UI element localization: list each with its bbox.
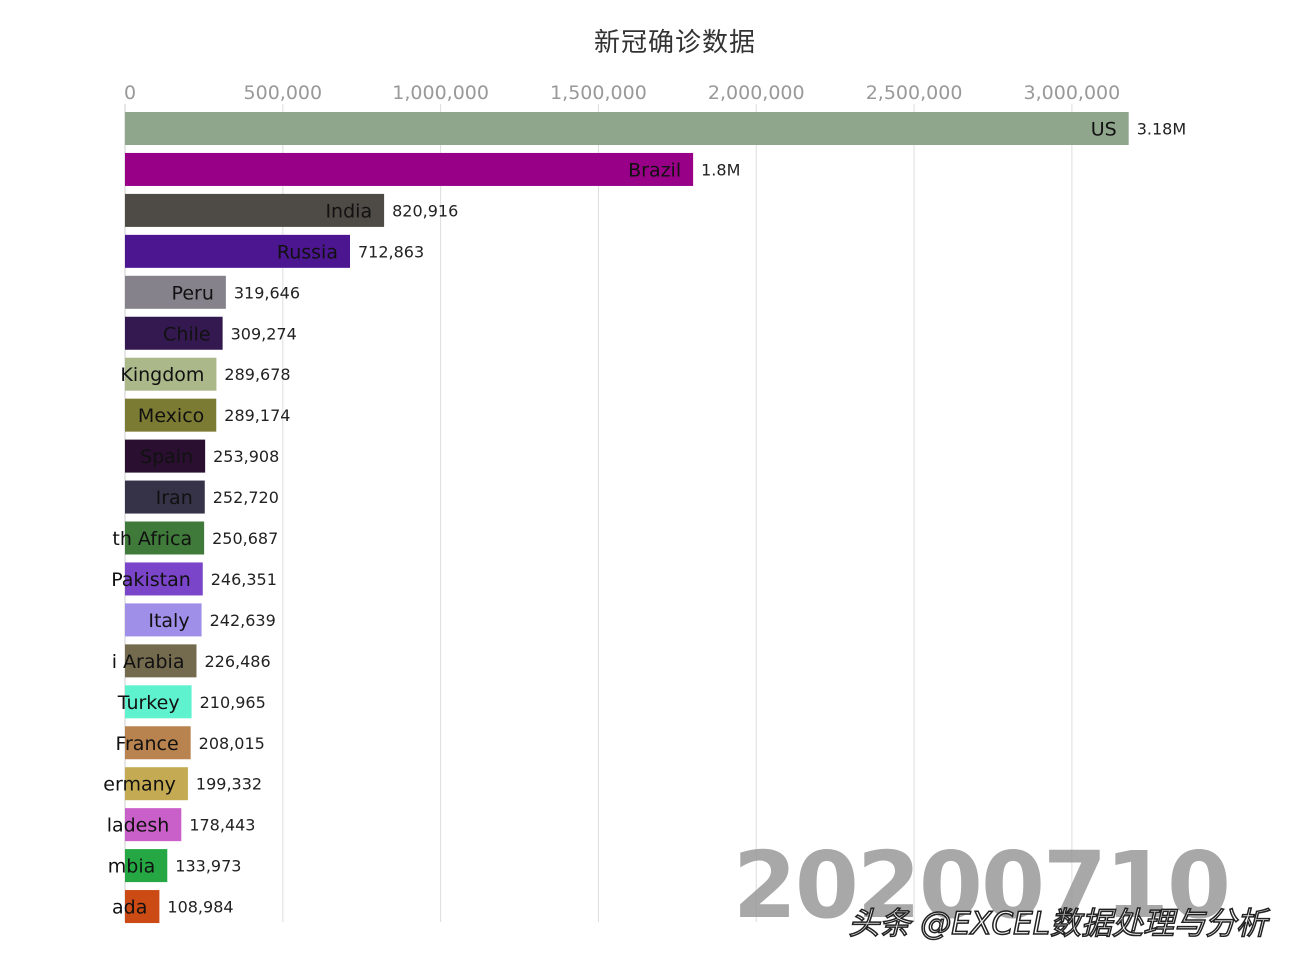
bar-value-label: 226,486 bbox=[204, 652, 270, 671]
bar-value-label: 208,015 bbox=[199, 734, 265, 753]
bar-category-label: Turkey bbox=[117, 692, 180, 714]
bar-category-label: Chile bbox=[163, 323, 211, 345]
bar-category-label: India bbox=[325, 200, 372, 222]
bar-value-label: 289,174 bbox=[224, 406, 290, 425]
bar bbox=[125, 890, 160, 924]
bar-category-label: Brazil bbox=[628, 159, 681, 181]
bar-category-label: Mexico bbox=[138, 405, 204, 427]
bar bbox=[125, 603, 202, 637]
bar-value-label: 246,351 bbox=[211, 570, 277, 589]
bar-category-label: th Africa bbox=[112, 528, 192, 550]
bar-category-label: Italy bbox=[148, 610, 189, 632]
x-tick-label: 0 bbox=[124, 82, 136, 104]
bar-category-label: ladesh bbox=[107, 815, 170, 837]
bar bbox=[125, 398, 217, 432]
bar-value-label: 319,646 bbox=[234, 283, 300, 302]
bar-value-label: 253,908 bbox=[213, 447, 279, 466]
bar bbox=[125, 275, 226, 309]
bar-category-label: Russia bbox=[277, 241, 338, 263]
x-tick-label: 1,000,000 bbox=[392, 82, 489, 104]
bar bbox=[125, 439, 206, 473]
bar bbox=[125, 767, 188, 801]
x-tick-label: 2,000,000 bbox=[708, 82, 805, 104]
x-tick-label: 1,500,000 bbox=[550, 82, 647, 104]
x-tick-label: 500,000 bbox=[244, 82, 323, 104]
bar bbox=[125, 808, 182, 842]
bar-category-label: Kingdom bbox=[120, 364, 204, 386]
bar-value-label: 820,916 bbox=[392, 201, 458, 220]
bar-value-label: 250,687 bbox=[212, 529, 278, 548]
bar-value-label: 133,973 bbox=[175, 857, 241, 876]
bar-value-label: 309,274 bbox=[231, 324, 297, 343]
grid-lines: 0 500,000 1,000,000 1,500,000 2,000,000 2,500… bbox=[124, 82, 1120, 922]
x-tick-label: 2,500,000 bbox=[866, 82, 963, 104]
bars: US 3.18M Brazil 1.8M India 820,916 Russia 712,8… bbox=[103, 112, 1186, 924]
source-watermark: 头条 @EXCEL数据处理与分析 bbox=[848, 905, 1268, 943]
bar-value-label: 210,965 bbox=[200, 693, 266, 712]
bar-value-label: 108,984 bbox=[167, 898, 233, 917]
bar bbox=[125, 152, 694, 186]
bar bbox=[125, 357, 217, 391]
bar bbox=[125, 112, 1129, 145]
bar-category-label: ermany bbox=[103, 774, 176, 796]
bar bbox=[125, 685, 192, 719]
bar bbox=[125, 234, 350, 268]
bar-category-label: France bbox=[115, 733, 178, 755]
chart-title: 新冠确诊数据 bbox=[593, 28, 756, 58]
bar-category-label: US bbox=[1091, 119, 1117, 141]
bar-value-label: 712,863 bbox=[358, 242, 424, 261]
bar-value-label: 199,332 bbox=[196, 775, 262, 794]
bar-value-label: 3.18M bbox=[1137, 120, 1186, 139]
bar bbox=[125, 562, 203, 596]
bar bbox=[125, 726, 191, 760]
x-tick-label: 3,000,000 bbox=[1024, 82, 1121, 104]
bar-category-label: ada bbox=[112, 897, 147, 919]
bar-value-label: 242,639 bbox=[210, 611, 276, 630]
bar-category-label: i Arabia bbox=[112, 651, 185, 673]
bar-value-label: 289,678 bbox=[224, 365, 290, 384]
bar-category-label: Pakistan bbox=[111, 569, 191, 591]
bar bbox=[125, 193, 385, 227]
bar bbox=[125, 849, 168, 883]
bar-category-label: mbia bbox=[108, 856, 156, 878]
bar bbox=[125, 316, 223, 350]
bar bbox=[125, 521, 205, 555]
bar-category-label: Peru bbox=[172, 282, 214, 304]
bar-value-label: 1.8M bbox=[701, 160, 740, 179]
bar bbox=[125, 644, 197, 678]
bar-category-label: Spain bbox=[140, 446, 193, 468]
date-watermark: 20200710 bbox=[732, 832, 1231, 939]
bar bbox=[125, 480, 205, 514]
bar-value-label: 252,720 bbox=[213, 488, 279, 507]
bar-value-label: 178,443 bbox=[189, 816, 255, 835]
bar-category-label: Iran bbox=[156, 487, 193, 509]
